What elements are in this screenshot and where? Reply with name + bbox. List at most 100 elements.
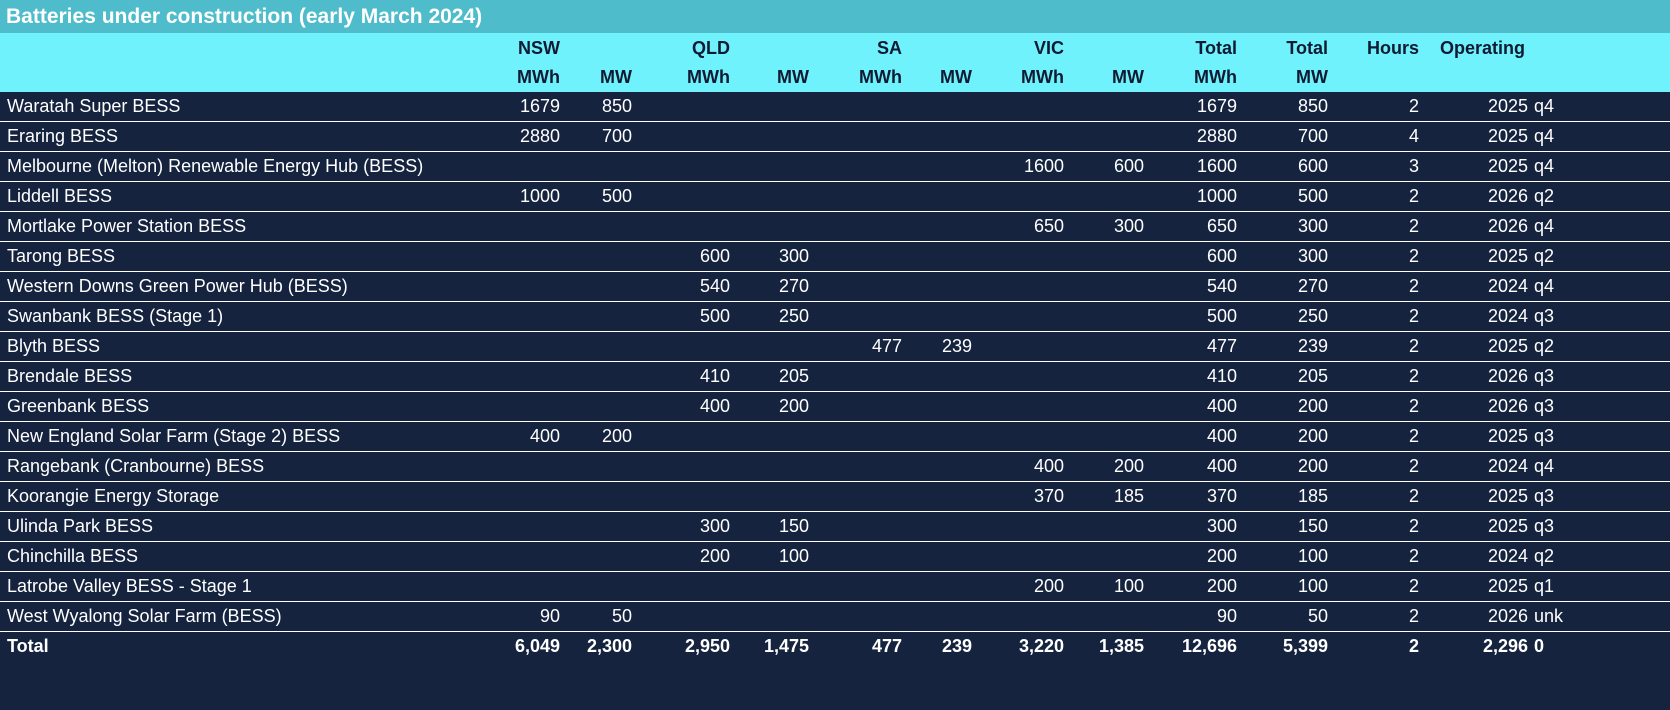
table-row[interactable]: Waratah Super BESS 1679 850 1679 850 2 2… — [0, 92, 1670, 122]
vic-mw — [1064, 362, 1144, 391]
total-mwh: 1000 — [1196, 186, 1237, 206]
battery-name: Ulinda Park BESS — [7, 516, 154, 536]
total-mwh: 200 — [1206, 576, 1237, 596]
hours: 4 — [1408, 126, 1419, 146]
operating-quarter: q2 — [1534, 186, 1555, 206]
vic-mwh — [975, 92, 1064, 121]
operating-year: 2025 — [1487, 246, 1528, 266]
sa-mwh — [820, 452, 902, 481]
table-row[interactable]: Latrobe Valley BESS - Stage 1 200 100 20… — [0, 572, 1670, 602]
operating-year: 2026 — [1487, 366, 1528, 386]
total-mw: 239 — [1297, 336, 1328, 356]
header-total-mw-top: Total — [1286, 38, 1328, 58]
vic-mwh — [975, 362, 1064, 391]
hours: 2 — [1408, 186, 1419, 206]
operating-year: 2025 — [1487, 126, 1528, 146]
qld-mw — [730, 182, 809, 211]
total-mwh: 1679 — [1196, 96, 1237, 116]
qld-mw: 270 — [778, 276, 809, 296]
sheet-title: Batteries under construction (early Marc… — [0, 0, 1670, 33]
total-mw: 185 — [1297, 486, 1328, 506]
operating-quarter: q3 — [1534, 486, 1555, 506]
total-label: Total — [7, 636, 49, 656]
vic-mw: 300 — [1113, 216, 1144, 236]
table-row[interactable]: Eraring BESS 2880 700 2880 700 4 2025 q4 — [0, 122, 1670, 152]
qld-mwh: 300 — [699, 516, 730, 536]
nsw-mw: 200 — [601, 426, 632, 446]
total-mw-total: 5,399 — [1282, 636, 1328, 656]
table-row[interactable]: Tarong BESS 600 300 600 300 2 2025 q2 — [0, 242, 1670, 272]
qld-mwh — [640, 152, 730, 181]
table-row[interactable]: Liddell BESS 1000 500 1000 500 2 2026 q2 — [0, 182, 1670, 212]
battery-name: Swanbank BESS (Stage 1) — [7, 306, 224, 326]
qld-mwh: 400 — [699, 396, 730, 416]
total-mwh: 2880 — [1196, 126, 1237, 146]
qld-mwh: 600 — [699, 246, 730, 266]
sa-mwh — [820, 152, 902, 181]
battery-name: Tarong BESS — [7, 246, 116, 266]
operating-quarter: q1 — [1534, 576, 1555, 596]
table-row[interactable]: Greenbank BESS 400 200 400 200 2 2026 q3 — [0, 392, 1670, 422]
table-row[interactable]: West Wyalong Solar Farm (BESS) 90 50 90 … — [0, 602, 1670, 632]
table-row[interactable]: Brendale BESS 410 205 410 205 2 2026 q3 — [0, 362, 1670, 392]
hours: 2 — [1408, 426, 1419, 446]
table-row[interactable]: Chinchilla BESS 200 100 200 100 2 2024 q… — [0, 542, 1670, 572]
sa-mw — [902, 242, 972, 271]
table-row[interactable]: Melbourne (Melton) Renewable Energy Hub … — [0, 152, 1670, 182]
nsw-mwh: 1000 — [519, 186, 560, 206]
total-mwh: 1600 — [1196, 156, 1237, 176]
battery-name: Blyth BESS — [7, 336, 101, 356]
qld-mw: 200 — [778, 396, 809, 416]
table-row[interactable]: Blyth BESS 477 239 477 239 2 2025 q2 — [0, 332, 1670, 362]
vic-mw — [1064, 542, 1144, 571]
operating-quarter: q4 — [1534, 126, 1555, 146]
sa-mw — [902, 512, 972, 541]
nsw-mw: 500 — [601, 186, 632, 206]
operating-quarter: q3 — [1534, 396, 1555, 416]
sa-mwh: 477 — [871, 336, 902, 356]
table-row[interactable]: Rangebank (Cranbourne) BESS 400 200 400 … — [0, 452, 1670, 482]
header-hours: Hours — [1366, 38, 1419, 58]
nsw-mwh — [470, 362, 560, 391]
header-sa: SA — [876, 38, 902, 58]
table-row[interactable]: Ulinda Park BESS 300 150 300 150 2 2025 … — [0, 512, 1670, 542]
table-row[interactable]: Koorangie Energy Storage 370 185 370 185… — [0, 482, 1670, 512]
sa-mw — [902, 452, 972, 481]
vic-mw: 185 — [1113, 486, 1144, 506]
nsw-mwh — [470, 452, 560, 481]
total-mwh: 650 — [1206, 216, 1237, 236]
nsw-mw — [560, 332, 632, 361]
total-mwh: 400 — [1206, 426, 1237, 446]
operating-quarter: q3 — [1534, 366, 1555, 386]
table-row[interactable]: Western Downs Green Power Hub (BESS) 540… — [0, 272, 1670, 302]
nsw-mw — [560, 512, 632, 541]
nsw-mw — [560, 272, 632, 301]
nsw-mwh — [470, 212, 560, 241]
hours: 2 — [1408, 396, 1419, 416]
vic-mwh — [975, 242, 1064, 271]
vic-mw — [1064, 512, 1144, 541]
sa-mw — [902, 572, 972, 601]
table-row[interactable]: Mortlake Power Station BESS 650 300 650 … — [0, 212, 1670, 242]
qld-mwh — [640, 572, 730, 601]
nsw-mwh: 2880 — [519, 126, 560, 146]
nsw-mw — [560, 542, 632, 571]
nsw-mwh — [470, 272, 560, 301]
table-row[interactable]: New England Solar Farm (Stage 2) BESS 40… — [0, 422, 1670, 452]
operating-quarter: q4 — [1534, 216, 1555, 236]
vic-mw — [1064, 332, 1144, 361]
header-nsw: NSW — [518, 38, 560, 58]
sa-mwh — [820, 392, 902, 421]
nsw-mwh — [470, 482, 560, 511]
table-body: Waratah Super BESS 1679 850 1679 850 2 2… — [0, 92, 1670, 710]
total-mwh: 200 — [1206, 546, 1237, 566]
total-mwh: 540 — [1206, 276, 1237, 296]
operating-quarter: q2 — [1534, 546, 1555, 566]
operating-year: 2025 — [1487, 576, 1528, 596]
total-row[interactable]: Total 6,049 2,300 2,950 1,475 477 239 3,… — [0, 632, 1670, 662]
total-mw: 150 — [1297, 516, 1328, 536]
total-mw: 270 — [1297, 276, 1328, 296]
table-header: NSW QLD SA VIC Total Total Hours Operati… — [0, 33, 1670, 92]
table-row[interactable]: Swanbank BESS (Stage 1) 500 250 500 250 … — [0, 302, 1670, 332]
nsw-mwh — [470, 392, 560, 421]
